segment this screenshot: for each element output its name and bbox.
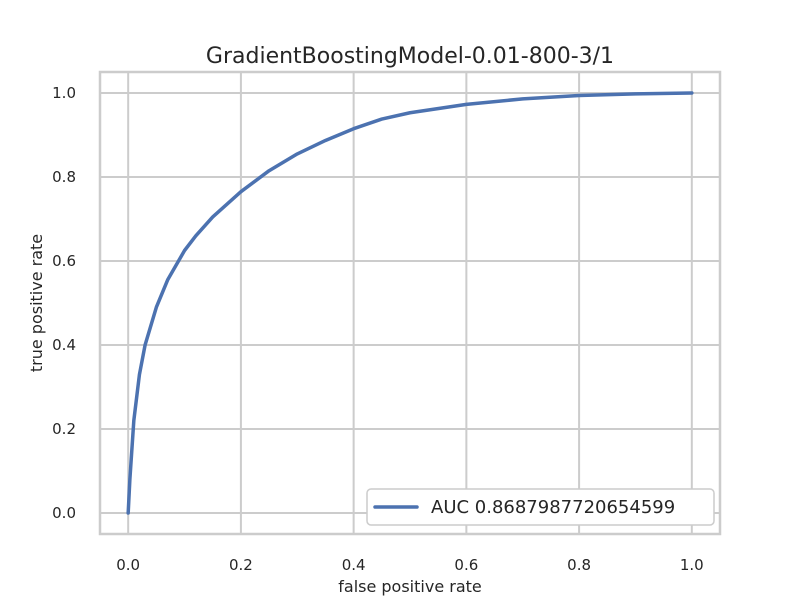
y-tick-label: 0.0 [52,504,76,522]
x-tick-label: 0.8 [567,556,591,574]
y-tick-label: 0.6 [52,252,76,270]
roc-curve-line [126,91,694,515]
legend-box [366,488,715,526]
line-layer [126,91,694,515]
legend-label: AUC 0.8687987720654599 [431,497,675,518]
y-tick-label: 0.8 [52,168,76,186]
y-tick-label: 1.0 [52,84,76,102]
y-axis-label: true positive rate [27,234,46,372]
x-tick-label: 0.0 [116,556,140,574]
legend: AUC 0.8687987720654599 [366,488,715,526]
x-tick-label: 1.0 [680,556,704,574]
chart-title: GradientBoostingModel-0.01-800-3/1 [206,44,614,69]
plot-frame [98,70,722,536]
x-tick-label: 0.2 [229,556,253,574]
grid-layer [100,72,720,534]
y-tick-label: 0.2 [52,420,76,438]
x-tick-label: 0.4 [342,556,366,574]
x-tick-label: 0.6 [454,556,478,574]
x-axis-label: false positive rate [338,577,482,596]
tick-layer: 0.0 0.2 0.4 0.6 0.8 1.0 0.0 0.2 0.4 0.6 0.8 1.0 [52,84,704,574]
y-tick-label: 0.4 [52,336,76,354]
